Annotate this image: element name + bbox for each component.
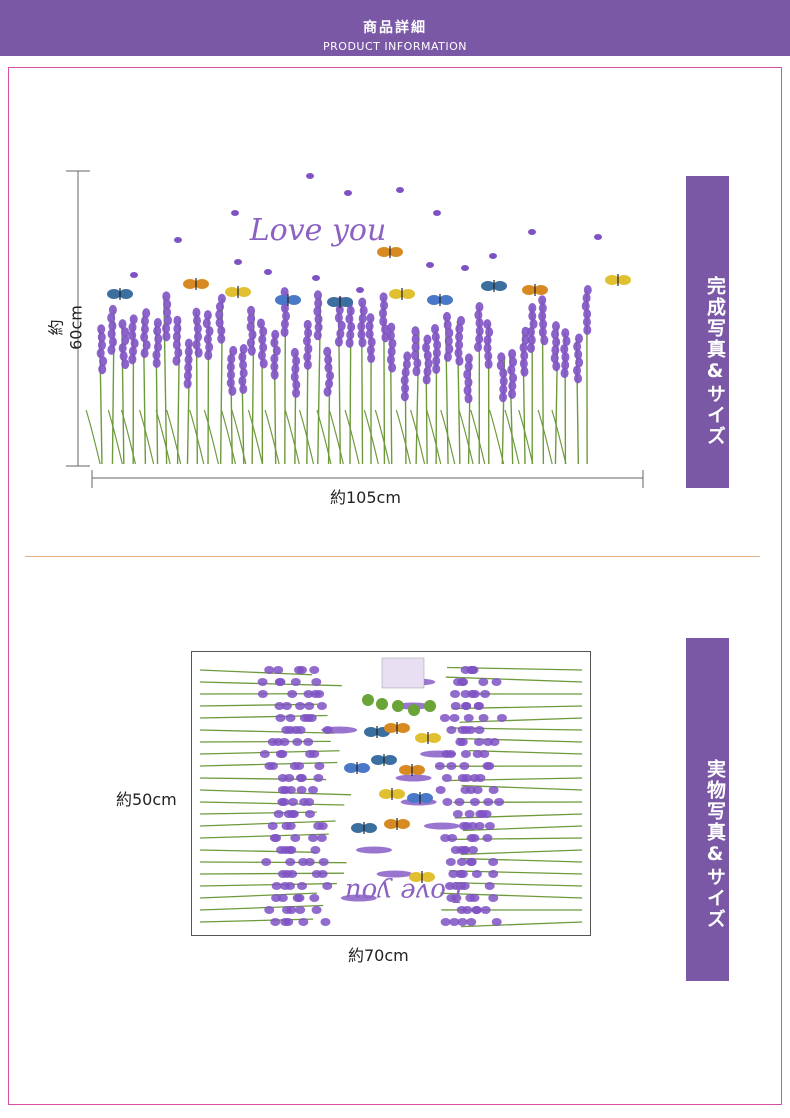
height-label-actual: 約50cm (116, 790, 177, 809)
width-label-finished: 約105cm (330, 488, 401, 507)
actual-sticker-sheet: Love you (191, 651, 591, 936)
width-label-actual: 約70cm (348, 946, 409, 965)
section-divider (25, 556, 760, 557)
sticker-sheet-art: Love you (199, 657, 583, 928)
header-bar: 商品詳細 PRODUCT INFORMATION (0, 0, 790, 56)
decal-love-you-text: Love you (249, 213, 387, 248)
sheet-love-you-text: Love you (345, 877, 464, 907)
tab-finished-photo-size: 完成写真&サイズ (686, 176, 729, 488)
header-subtitle: PRODUCT INFORMATION (323, 40, 467, 53)
content-frame (8, 67, 782, 1105)
tab-actual-photo-size: 実物写真&サイズ (686, 638, 729, 981)
header-title: 商品詳細 (363, 20, 427, 36)
finished-photo-illustration: Love you (66, 170, 644, 488)
height-label-finished: 約60cm (46, 305, 86, 350)
